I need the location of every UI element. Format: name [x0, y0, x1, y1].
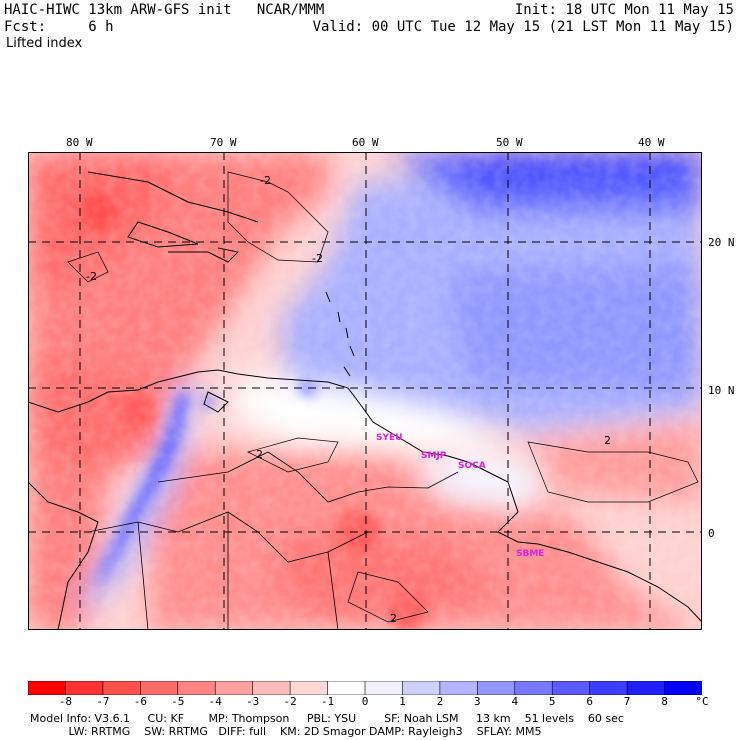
colorbar-swatch	[514, 680, 554, 696]
lat-label-0: 0	[708, 527, 715, 540]
colorbar-tick-label: 2	[436, 695, 444, 708]
colorbar	[27, 680, 703, 696]
station-label-smjp: SMJP	[421, 451, 447, 461]
contour-lines	[67, 171, 699, 623]
forecast-hour: Fcst: 6 h	[4, 19, 114, 35]
colorbar-tick-label: 0	[361, 695, 369, 708]
colorbar-tick-label: 8	[661, 695, 668, 708]
colorbar-swatch	[214, 680, 254, 696]
colorbar-tick-label: 7	[623, 695, 631, 708]
init-time: Init: 18 UTC Mon 11 May 15	[514, 2, 734, 18]
colorbar-tick-label: -2	[283, 695, 297, 708]
colorbar-swatch	[477, 680, 516, 696]
field-name: Lifted index	[6, 36, 83, 51]
colorbar-swatch	[402, 680, 441, 696]
lat-label-20n: 20 N	[708, 236, 735, 249]
model-title: HAIC-HIWC 13km ARW-GFS init NCAR/MMM	[4, 2, 325, 18]
colorbar-tick-label: 4	[511, 695, 519, 708]
colorbar-units: °C	[695, 695, 709, 708]
colorbar-swatch	[102, 680, 142, 696]
contour-label: -2	[260, 174, 271, 187]
colorbar-swatch	[626, 680, 666, 696]
colorbar-tick-label: -4	[208, 695, 222, 708]
colorbar-tick-label: -1	[320, 695, 335, 708]
graticule	[28, 152, 702, 630]
colorbar-swatch	[364, 680, 404, 696]
colorbar-tick-label: 6	[586, 695, 593, 708]
lifted-index-map: -2 -2 -2 2 2 2 SYEU SMJP SOCA SBME	[28, 152, 702, 630]
colorbar-tick-label: 1	[399, 695, 406, 708]
colorbar-swatch	[27, 680, 67, 696]
colorbar-swatch	[589, 680, 628, 696]
valid-time: Valid: 00 UTC Tue 12 May 15 (21 LST Mon …	[312, 19, 734, 35]
colorbar-tick-label: -8	[58, 695, 73, 708]
colorbar-swatch	[177, 680, 217, 696]
lat-label-10n: 10 N	[708, 384, 735, 397]
colorbar-swatch	[664, 680, 703, 696]
contour-label: -2	[312, 252, 323, 265]
model-info-line-2: LW: RRTMG SW: RRTMG DIFF: full KM: 2D Sm…	[30, 725, 542, 738]
model-info-line-1: Model Info: V3.6.1 CU: KF MP: Thompson P…	[30, 712, 624, 725]
lon-label-60w: 60 W	[352, 136, 379, 149]
colorbar-swatch	[327, 680, 366, 696]
coastlines	[28, 171, 702, 630]
colorbar-swatch	[140, 680, 179, 696]
map-canvas: -2 -2 -2 2 2 2 SYEU SMJP SOCA SBME	[28, 152, 702, 630]
colorbar-tick-label: -5	[171, 695, 185, 708]
lon-label-80w: 80 W	[66, 136, 93, 149]
colorbar-swatch	[551, 680, 591, 696]
colorbar-swatch	[289, 680, 329, 696]
colorbar-tick-label: -3	[246, 695, 260, 708]
colorbar-swatch	[439, 680, 479, 696]
contour-label: 2	[604, 434, 611, 447]
colorbar-swatches	[27, 680, 703, 696]
contour-label: 2	[256, 448, 263, 461]
colorbar-tick-label: -7	[96, 695, 110, 708]
station-label-syeu: SYEU	[376, 433, 402, 443]
colorbar-swatch	[65, 680, 104, 696]
colorbar-tick-label: -6	[133, 695, 147, 708]
colorbar-tick-label: 3	[474, 695, 481, 708]
station-label-sbme: SBME	[516, 549, 544, 559]
lon-label-70w: 70 W	[210, 136, 237, 149]
colorbar-swatch	[252, 680, 291, 696]
colorbar-tick-label: 5	[548, 695, 556, 708]
lon-label-50w: 50 W	[496, 136, 523, 149]
contour-label: -2	[86, 270, 97, 283]
lon-label-40w: 40 W	[638, 136, 665, 149]
contour-label: 2	[390, 612, 397, 625]
station-label-soca: SOCA	[458, 461, 486, 471]
map-frame	[28, 152, 702, 630]
